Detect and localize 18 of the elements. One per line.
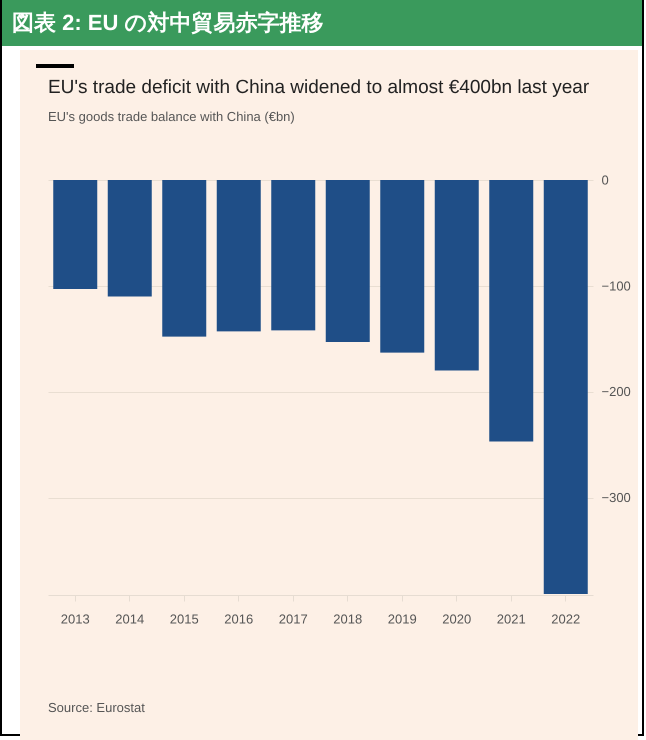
x-tick-label: 2018 (333, 612, 362, 626)
source-note: Source: Eurostat (48, 700, 145, 715)
y-tick-label: −100 (602, 278, 631, 294)
x-tick-label: 2021 (496, 612, 526, 626)
y-axis-title: EU's goods trade balance with China (€bn) (48, 109, 295, 124)
chart-title: 図表 2: EU の対中貿易赤字推移 (2, 0, 642, 46)
x-tick-label: 2015 (170, 612, 199, 626)
x-tick-label: 2019 (388, 612, 417, 626)
x-tick-label: 2013 (60, 612, 90, 626)
chart-subtitle: EU's trade deficit with China widened to almost €400bn last year (48, 77, 590, 98)
x-tick-label: 2017 (278, 612, 308, 626)
x-tick-label: 2016 (224, 612, 254, 626)
y-tick-label: 0 (602, 172, 609, 188)
y-tick-label: −300 (602, 490, 631, 506)
x-tick-label: 2014 (115, 612, 144, 626)
y-tick-label: −200 (602, 384, 631, 400)
x-tick-label: 2020 (442, 612, 472, 626)
x-tick-label: 2022 (551, 612, 580, 626)
